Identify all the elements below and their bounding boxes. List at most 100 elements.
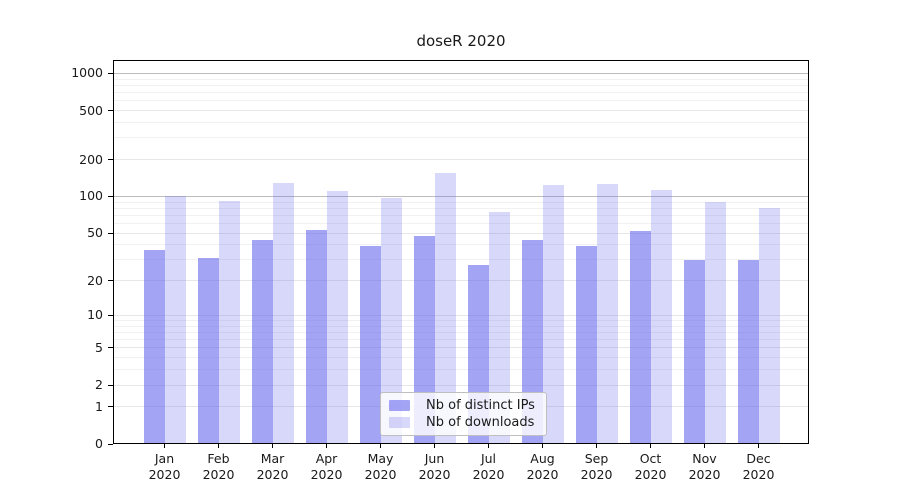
bar-nb-of-distinct-ips-dec xyxy=(737,259,759,444)
y-tick-label: 1000 xyxy=(71,65,103,81)
legend-swatch-nb-of-distinct-ips xyxy=(389,400,410,411)
gridline-minor xyxy=(113,100,809,102)
gridline-minor xyxy=(113,320,809,321)
x-tick-label: Feb 2020 xyxy=(202,451,235,482)
gridline-minor xyxy=(113,84,809,86)
y-tick xyxy=(108,443,113,445)
x-tick xyxy=(272,444,273,448)
bar-nb-of-downloads-sep xyxy=(596,184,618,444)
y-tick xyxy=(108,72,113,74)
y-tick xyxy=(108,314,113,316)
plot-area: Nb of distinct IPs Nb of downloads xyxy=(113,60,809,444)
x-tick-label: Apr 2020 xyxy=(310,451,343,482)
bar-nb-of-downloads-jul xyxy=(488,212,510,444)
y-tick xyxy=(108,110,113,112)
x-tick xyxy=(758,444,759,448)
x-tick-label: Mar 2020 xyxy=(256,451,289,482)
y-tick xyxy=(108,159,113,161)
x-tick xyxy=(326,444,327,448)
bar-nb-of-distinct-ips-oct xyxy=(629,231,651,444)
gridline-minor xyxy=(113,92,809,94)
y-tick-label: 20 xyxy=(87,272,103,288)
bar-nb-of-downloads-oct xyxy=(650,189,672,444)
legend: Nb of distinct IPs Nb of downloads xyxy=(380,392,547,436)
x-tick-label: Jun 2020 xyxy=(418,451,451,482)
x-tick xyxy=(164,444,165,448)
y-tick-label: 500 xyxy=(79,102,103,118)
y-tick xyxy=(108,384,113,386)
gridline xyxy=(113,280,809,282)
bar-nb-of-distinct-ips-nov xyxy=(683,259,705,444)
y-tick-label: 100 xyxy=(79,188,103,204)
gridline-minor xyxy=(113,78,809,80)
gridline xyxy=(113,314,809,316)
y-tick xyxy=(108,406,113,408)
x-tick xyxy=(218,444,219,448)
x-tick xyxy=(380,444,381,448)
bar-nb-of-distinct-ips-mar xyxy=(251,239,273,444)
gridline-minor xyxy=(113,201,809,203)
gridline xyxy=(113,232,809,234)
bar-nb-of-downloads-may xyxy=(380,198,402,444)
gridline-minor xyxy=(113,325,809,327)
bar-nb-of-distinct-ips-jan xyxy=(143,250,165,444)
y-tick-label: 0 xyxy=(95,436,103,451)
gridline-major xyxy=(113,195,809,197)
gridline-minor xyxy=(113,207,809,209)
x-tick xyxy=(650,444,651,448)
x-tick xyxy=(488,444,489,448)
bar-nb-of-distinct-ips-apr xyxy=(305,230,327,444)
x-tick-label: Jan 2020 xyxy=(148,451,181,482)
gridline-minor xyxy=(113,244,809,246)
y-tick xyxy=(108,232,113,234)
gridline-minor xyxy=(113,214,809,216)
gridline-minor xyxy=(113,122,809,123)
legend-row: Nb of downloads xyxy=(389,415,538,430)
legend-row: Nb of distinct IPs xyxy=(389,398,538,413)
y-tick-label: 1 xyxy=(95,398,103,414)
x-tick xyxy=(596,444,597,448)
gridline-minor xyxy=(113,357,809,359)
legend-label: Nb of distinct IPs xyxy=(426,398,535,413)
y-tick xyxy=(108,195,113,197)
gridline-minor xyxy=(113,369,809,371)
gridline xyxy=(113,110,809,112)
x-tick-label: Sep 2020 xyxy=(580,451,613,482)
gridline-major xyxy=(113,72,809,74)
x-tick-label: Jul 2020 xyxy=(472,451,505,482)
x-tick-label: Aug 2020 xyxy=(526,451,559,482)
bar-nb-of-downloads-nov xyxy=(704,202,726,444)
x-tick-label: Oct 2020 xyxy=(634,451,667,482)
x-tick-label: May 2020 xyxy=(364,451,397,482)
gridline-minor xyxy=(113,331,809,333)
y-tick-label: 2 xyxy=(95,377,103,393)
bar-nb-of-downloads-jan xyxy=(164,196,186,444)
gridline xyxy=(113,384,809,386)
bar-nb-of-downloads-aug xyxy=(542,184,564,444)
y-tick-label: 200 xyxy=(79,151,103,167)
bar-nb-of-distinct-ips-feb xyxy=(197,258,219,444)
bar-nb-of-downloads-jun xyxy=(434,173,456,444)
gridline xyxy=(113,159,809,161)
y-tick-label: 50 xyxy=(87,225,103,241)
legend-swatch-nb-of-downloads xyxy=(389,417,410,428)
y-tick xyxy=(108,280,113,282)
y-tick xyxy=(108,347,113,349)
bar-nb-of-downloads-feb xyxy=(218,200,240,444)
bar-nb-of-downloads-dec xyxy=(758,208,780,444)
legend-label: Nb of downloads xyxy=(426,415,535,430)
x-tick xyxy=(434,444,435,448)
gridline-minor xyxy=(113,137,809,139)
gridline xyxy=(113,347,809,349)
x-tick xyxy=(542,444,543,448)
gridline-minor xyxy=(113,259,809,261)
y-tick-label: 5 xyxy=(95,339,103,355)
gridline-minor xyxy=(113,339,809,341)
x-tick-label: Dec 2020 xyxy=(742,451,775,482)
bar-nb-of-distinct-ips-may xyxy=(359,246,381,444)
gridline-minor xyxy=(113,223,809,224)
x-tick-label: Nov 2020 xyxy=(688,451,721,482)
chart-title: doseR 2020 xyxy=(416,32,506,50)
y-tick-label: 10 xyxy=(87,307,103,323)
